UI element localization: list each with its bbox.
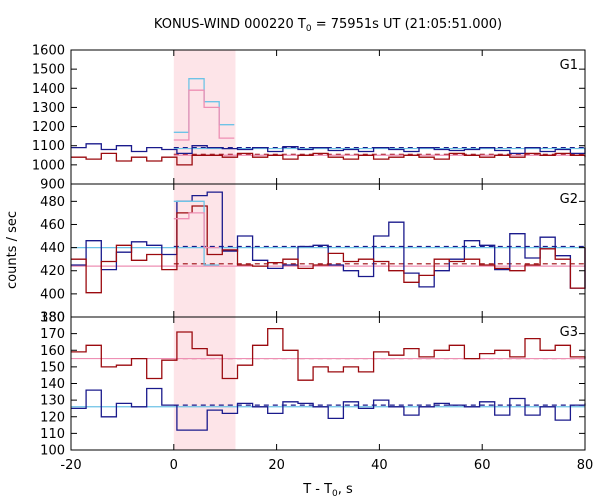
y-tick-label: 1000 [32, 158, 65, 173]
x-tick-label: -20 [60, 458, 81, 473]
y-tick-label: 480 [40, 195, 65, 210]
y-tick-label: 1400 [32, 82, 65, 97]
plot-area: 9001000110012001300140015001600G13804004… [32, 44, 593, 474]
lightcurve-series-light-blue [173, 200, 220, 266]
lightcurve-series-dark-blue [71, 191, 586, 289]
y-tick-label: 150 [40, 360, 65, 375]
y-tick-label: 180 [40, 311, 65, 326]
panel-label: G1 [560, 58, 578, 73]
lightcurve-series-dark-red [71, 152, 586, 166]
panel-frame [70, 49, 586, 185]
x-tick-label: 0 [170, 458, 178, 473]
x-tick-label: 60 [474, 458, 491, 473]
chart-title: KONUS-WIND 000220 T0 = 75951s UT (21:05:… [154, 17, 502, 34]
panel-frame [70, 316, 586, 451]
y-tick-label: 380 [40, 311, 65, 326]
y-tick-label: 140 [40, 377, 65, 392]
x-tick-label: 20 [268, 458, 285, 473]
lightcurve-series-dark-blue [71, 387, 586, 431]
x-axis-title: T - T0, s [302, 482, 353, 499]
lightcurve-series-dark-blue [71, 143, 586, 155]
y-tick-label: 460 [40, 218, 65, 233]
y-tick-label: 130 [40, 394, 65, 409]
lightcurve-series-dark-red [71, 327, 586, 381]
lightcurve-series-pink [173, 212, 220, 249]
y-tick-label: 120 [40, 410, 65, 425]
y-tick-label: 1600 [32, 44, 65, 59]
y-tick-label: 1200 [32, 120, 65, 135]
y-tick-label: 400 [40, 287, 65, 302]
lightcurve-series-dark-red [71, 205, 586, 294]
y-tick-label: 1100 [32, 139, 65, 154]
panel-label: G3 [560, 325, 578, 340]
x-tick-label: 40 [371, 458, 388, 473]
panel-g1: 900 1000 1100 1200 1300 1400 1500 1600 G1 [32, 44, 586, 193]
y-tick-label: 160 [40, 344, 65, 359]
y-tick-label: 440 [40, 241, 65, 256]
y-tick-label: 110 [40, 427, 65, 442]
y-tick-label: 420 [40, 264, 65, 279]
panel-label: G2 [560, 192, 578, 207]
y-axis-title: counts / sec [5, 211, 20, 289]
x-tick-label: 80 [577, 458, 594, 473]
panel-g2: 380 400 420 440 460 480 G2 [40, 183, 586, 326]
y-tick-label: 100 [40, 444, 65, 459]
lightcurve-series-pink [173, 89, 235, 141]
y-tick-label: 1500 [32, 63, 65, 78]
y-tick-label: 1300 [32, 101, 65, 116]
y-tick-label: 170 [40, 327, 65, 342]
y-tick-label: 900 [40, 178, 65, 193]
